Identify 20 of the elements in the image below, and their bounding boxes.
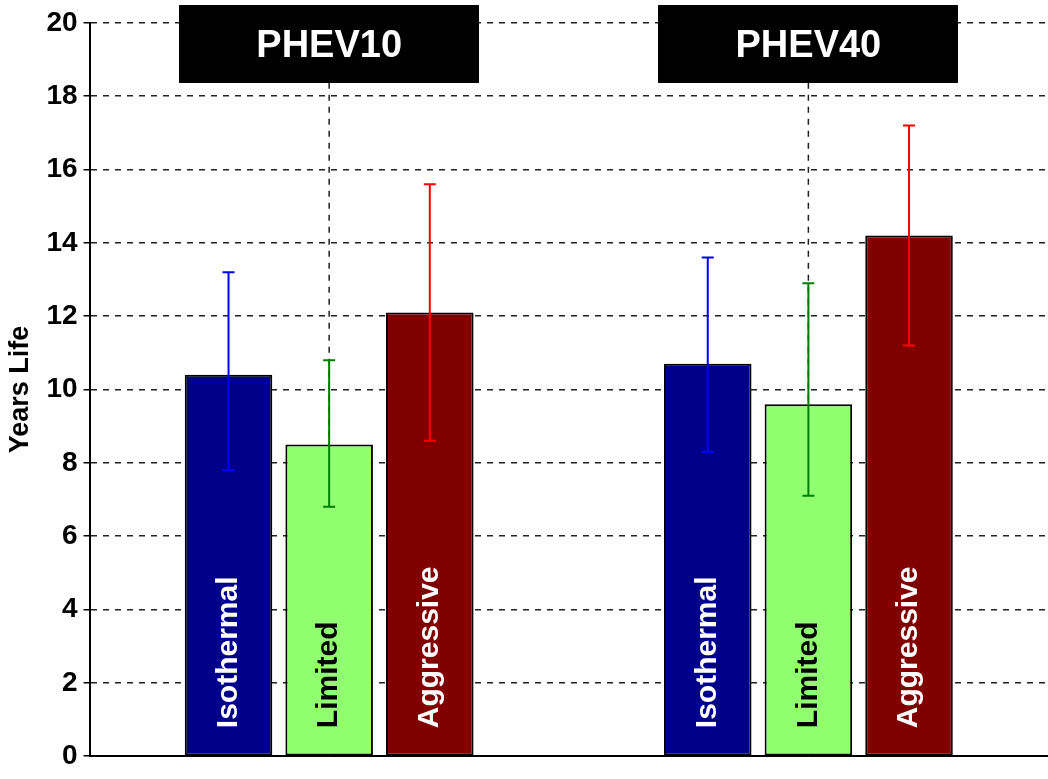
y-tick-label: 6 (61, 518, 78, 550)
y-axis-title: Years Life (3, 325, 34, 454)
y-tick-label: 14 (46, 225, 78, 257)
series-label: Isothermal (689, 576, 723, 729)
series-label: Limited (789, 621, 823, 729)
y-tick-label: 2 (61, 665, 78, 697)
y-tick-label: 12 (46, 298, 78, 330)
text: Isothermal (209, 576, 243, 729)
text: Limited (310, 621, 344, 729)
x-tick-label: PHEV40 (735, 23, 882, 65)
y-tick-label: 4 (61, 592, 78, 624)
y-tick-label: 18 (46, 78, 78, 110)
series-label: Aggressive (890, 566, 924, 729)
x-tick-label: PHEV10 (256, 23, 403, 65)
y-tick-label: 20 (46, 5, 78, 37)
y-tick-label: 10 (46, 372, 78, 404)
y-tick-label: 16 (46, 152, 78, 184)
y-tick-label: 0 (61, 738, 78, 770)
text: Aggressive (411, 566, 445, 729)
y-tick-label: 8 (61, 445, 78, 477)
